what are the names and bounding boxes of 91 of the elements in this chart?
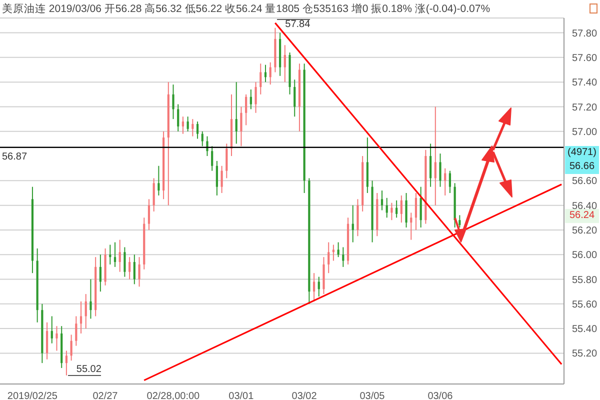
y-tick-label: 55.40 [572, 324, 598, 336]
x-tick-label: 02/27 [92, 391, 118, 400]
candlestick [439, 153, 442, 188]
candlestick [133, 254, 136, 285]
candlestick [201, 130, 204, 147]
candlestick [138, 256, 140, 288]
candlestick [386, 197, 388, 218]
text: (4971) [565, 146, 599, 160]
candlestick [220, 165, 223, 194]
candlestick [206, 136, 208, 157]
y-tick-label: 57.80 [572, 28, 598, 40]
x-tick-label: 03/06 [428, 391, 454, 400]
y-tick-label: 55.20 [572, 348, 598, 360]
y-tick-label: 56.20 [572, 226, 598, 237]
annotation: 55.02 [68, 364, 102, 376]
candlestick [99, 254, 102, 292]
x-tick-label: 03/02 [292, 391, 318, 400]
ref-line-label: 56.87 [2, 151, 28, 162]
candlestick [240, 106, 242, 147]
candlestick [114, 242, 116, 268]
candlestick [65, 350, 68, 376]
y-tick-label: 57.00 [572, 126, 598, 138]
candlestick [284, 44, 286, 83]
candlestick [118, 239, 121, 272]
candlestick [148, 198, 150, 230]
candlestick [448, 170, 452, 194]
candlestick [216, 160, 218, 196]
candlestick [50, 316, 53, 344]
y-tick-label: 57.40 [572, 78, 598, 89]
candlestick [75, 316, 78, 346]
candlestick [109, 244, 112, 265]
candlestick [352, 204, 354, 243]
y-tick-label: 56.00 [572, 250, 598, 262]
x-tick-label: 2019/02/25 [7, 391, 58, 400]
candlestick [196, 121, 199, 140]
candlestick [245, 94, 248, 126]
x-tick-label: 03/05 [360, 391, 386, 400]
candlestick [152, 178, 155, 212]
x-tick-label: 03/01 [228, 391, 254, 400]
candlestick [80, 300, 82, 334]
candlestick [90, 278, 92, 320]
candlestick [158, 165, 160, 196]
y-tick-label: 57.20 [572, 102, 598, 114]
candlestick [328, 242, 330, 274]
candlestick [84, 294, 87, 330]
candlestick [390, 202, 393, 221]
y-tick-label: 56.40 [572, 200, 598, 212]
candlestick [294, 79, 296, 118]
candlestick [318, 276, 320, 298]
candlestick [226, 143, 228, 179]
y-tick-label: 56.60 [572, 176, 598, 188]
y-tick-label: 55.80 [572, 274, 598, 286]
candlestick [337, 242, 340, 258]
candlestick [211, 146, 214, 172]
candlestick [444, 168, 446, 196]
candlestick [264, 64, 267, 83]
x-tick-label: 02/28,00:00 [146, 391, 200, 400]
candlestick [342, 246, 344, 268]
candlestick [405, 192, 408, 228]
candlestick [396, 200, 398, 218]
candlestick [269, 62, 272, 86]
y-tick-label: 57.60 [572, 52, 598, 64]
candlestick [177, 104, 180, 132]
annotation: 57.84 [277, 18, 310, 30]
candlestick [235, 82, 238, 144]
candlestick [410, 212, 412, 240]
chart-title: 美原油连 2019/03/06 开56.28 高56.32 低56.22 收56.24 量1805 仓535163 增0 振0.18% 涨(-0.04)-0.07% [2, 2, 490, 16]
candlestick [429, 143, 432, 188]
candlestick [128, 256, 131, 280]
candlestick [46, 322, 48, 360]
candlestick [250, 88, 252, 110]
candlestick [400, 194, 402, 224]
candlestick [458, 214, 461, 228]
candlestick [186, 116, 189, 132]
candlestick [380, 190, 384, 211]
candlestick [260, 63, 262, 95]
candlestick [332, 244, 335, 262]
candlestick [124, 246, 126, 278]
candlestick [414, 192, 418, 230]
text: 56.24 [565, 209, 599, 224]
candlestick [192, 118, 194, 137]
candlestick [56, 326, 58, 352]
candlestick [434, 106, 436, 206]
candlestick [182, 116, 184, 134]
y-tick-label: 55.60 [572, 299, 598, 310]
candlestick [172, 84, 174, 120]
candlestick [312, 272, 316, 302]
candlestick [70, 334, 72, 362]
candlestick [254, 82, 257, 114]
text: 56.66 [565, 160, 599, 174]
candlestick [420, 186, 422, 228]
